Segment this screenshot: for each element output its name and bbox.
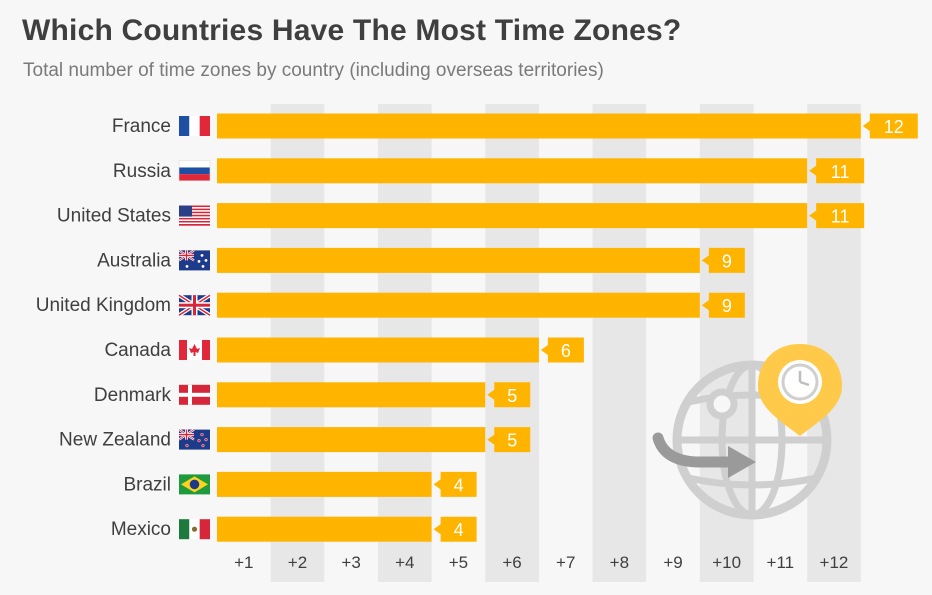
canada-flag xyxy=(179,340,210,360)
data-label: 9 xyxy=(701,292,745,318)
data-label: 4 xyxy=(433,471,477,497)
data-label: 6 xyxy=(540,337,584,363)
bar xyxy=(217,516,432,542)
globe-with-location-pin-clock-icon xyxy=(652,344,842,520)
category-label: Brazil xyxy=(123,474,171,495)
x-tick-label: +7 xyxy=(556,553,575,572)
data-label-value: 5 xyxy=(507,386,517,406)
france-flag xyxy=(179,116,210,136)
x-tick-label: +3 xyxy=(341,553,360,572)
bar xyxy=(217,158,808,184)
australia-flag xyxy=(178,249,210,271)
data-label-value: 6 xyxy=(561,341,571,361)
united-states-flag xyxy=(179,205,210,226)
category-label: France xyxy=(112,116,171,137)
category-label: United Kingdom xyxy=(36,295,171,316)
russia-flag xyxy=(178,160,211,182)
data-label: 12 xyxy=(862,113,918,139)
data-label-value: 5 xyxy=(507,431,517,451)
category-label: Russia xyxy=(113,161,172,182)
bar xyxy=(217,247,700,273)
x-tick-label: +4 xyxy=(395,553,414,572)
x-tick-label: +10 xyxy=(712,553,741,572)
x-tick-label: +1 xyxy=(234,553,253,572)
x-tick-label: +8 xyxy=(610,553,629,572)
data-label-value: 9 xyxy=(722,251,732,271)
new-zealand-flag xyxy=(178,428,210,450)
x-tick-label: +5 xyxy=(449,553,468,572)
data-label-value: 11 xyxy=(831,162,850,182)
bar xyxy=(217,427,486,453)
data-label: 11 xyxy=(809,158,865,184)
bar xyxy=(217,337,539,363)
bar xyxy=(217,292,700,318)
category-label: Mexico xyxy=(111,519,171,540)
bar xyxy=(217,203,808,229)
denmark-flag xyxy=(179,384,210,405)
chart-title: Which Countries Have The Most Time Zones… xyxy=(22,14,682,47)
data-label-value: 12 xyxy=(884,117,904,137)
category-label: Denmark xyxy=(94,385,172,406)
brazil-flag xyxy=(179,474,210,495)
x-tick-label: +11 xyxy=(767,553,795,572)
data-label-value: 4 xyxy=(454,520,464,540)
grid-stripe xyxy=(592,104,647,582)
category-label: New Zealand xyxy=(59,430,171,451)
chart-subtitle: Total number of time zones by country (i… xyxy=(23,60,604,81)
united-kingdom-flag xyxy=(177,293,212,317)
bar xyxy=(217,382,486,408)
data-label-value: 9 xyxy=(722,296,732,316)
data-label: 11 xyxy=(809,203,865,229)
mexico-flag xyxy=(179,519,210,540)
x-tick-label: +6 xyxy=(502,553,521,572)
data-label: 9 xyxy=(701,247,745,273)
data-label-value: 11 xyxy=(831,207,850,227)
category-label: United States xyxy=(57,206,171,227)
x-tick-label: +9 xyxy=(663,553,682,572)
data-label: 5 xyxy=(487,427,531,453)
category-label: Canada xyxy=(104,340,171,361)
x-tick-label: +12 xyxy=(820,553,849,572)
category-label: Australia xyxy=(97,250,171,271)
bar xyxy=(217,113,861,139)
data-label: 5 xyxy=(487,382,531,408)
grid-stripe xyxy=(807,104,861,582)
x-tick-label: +2 xyxy=(288,553,307,572)
data-label-value: 4 xyxy=(454,475,464,495)
data-label: 4 xyxy=(433,516,477,542)
bar xyxy=(217,471,432,497)
